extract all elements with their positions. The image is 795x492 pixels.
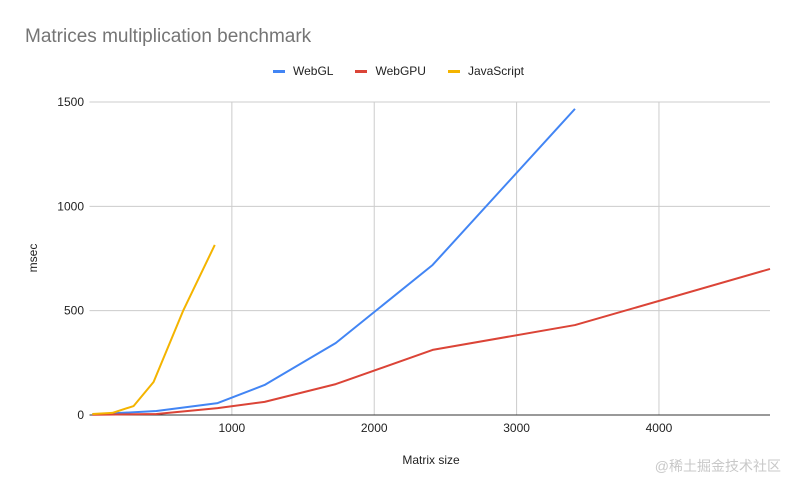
- y-axis-label: msec: [26, 244, 40, 273]
- y-tick-label: 1000: [57, 199, 84, 213]
- chart-title: Matrices multiplication benchmark: [25, 26, 312, 47]
- y-tick-label: 1500: [57, 95, 84, 109]
- series-line-webgl: [92, 108, 576, 416]
- watermark: @稀土掘金技术社区: [654, 458, 781, 474]
- x-tick-label: 2000: [361, 421, 388, 435]
- legend-swatch: [447, 69, 460, 73]
- y-tick-label: 500: [64, 304, 84, 318]
- x-tick-label: 4000: [646, 421, 673, 435]
- legend-label: WebGL: [293, 64, 334, 78]
- series-line-javascript: [92, 244, 216, 415]
- legend-item-webgl[interactable]: WebGL: [273, 64, 333, 78]
- x-axis-label: Matrix size: [402, 453, 460, 467]
- legend-item-javascript[interactable]: JavaScript: [447, 64, 524, 78]
- x-tick-label: 1000: [219, 421, 246, 435]
- legend-label: WebGPU: [375, 64, 426, 78]
- legend: WebGL WebGPU JavaScript: [0, 64, 795, 78]
- series-line-webgpu: [92, 267, 771, 416]
- legend-swatch: [273, 69, 286, 73]
- legend-item-webgpu[interactable]: WebGPU: [355, 64, 426, 78]
- x-tick-label: 3000: [503, 421, 530, 435]
- legend-swatch: [355, 69, 368, 73]
- legend-label: JavaScript: [467, 64, 524, 78]
- y-tick-label: 0: [77, 408, 84, 422]
